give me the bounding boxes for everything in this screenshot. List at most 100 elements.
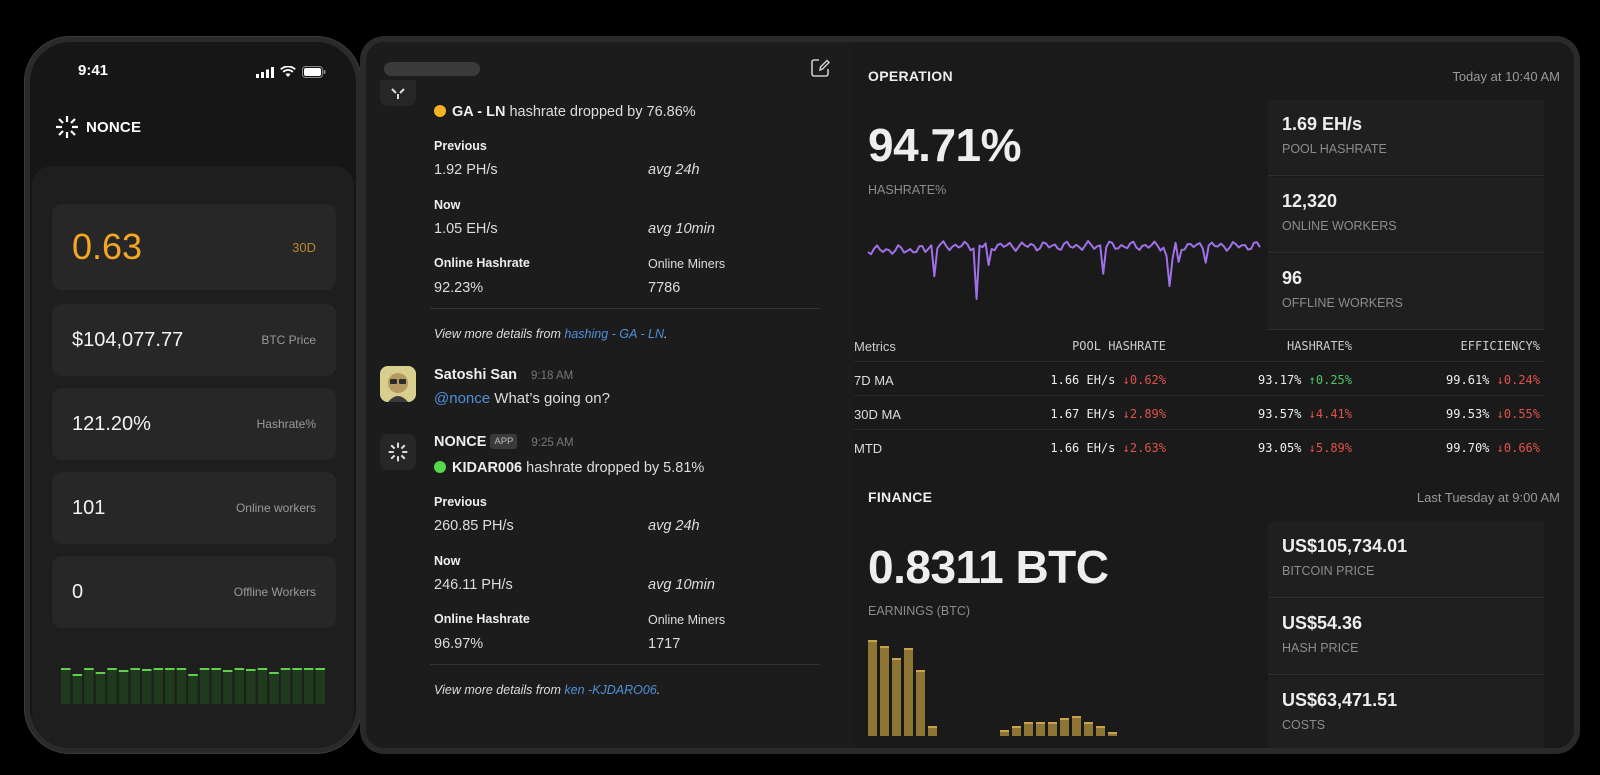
stat-label: OFFLINE WORKERS [1282,296,1403,310]
hashrate-card[interactable]: 121.20% Hashrate% [52,388,336,460]
phone-bar-cap [292,668,302,670]
nonce-logo-icon [56,116,78,138]
finance-timestamp: Last Tuesday at 9:00 AM [1416,490,1560,505]
phone-mockup: 9:41 NONCE 0.63 30D $104,077.77 [24,36,362,754]
phone-bar [95,672,106,704]
earnings-bar [916,670,925,736]
online-hashrate-label: Online Hashrate [434,612,530,626]
details-prefix: View more details from [434,327,561,341]
nonce-logo-icon [391,88,405,99]
phone-bar [107,668,117,704]
phone-bar-cap [107,668,117,670]
details-line: View more details from hashing - GA - LN… [434,327,667,341]
phone-bar-cap [61,668,71,670]
efficiency-cell: 99.61% ↓0.24% [1446,373,1540,387]
phone-bar [234,668,245,704]
operation-title: OPERATION [868,68,953,84]
now-value: 246.11 PH/s [434,577,513,593]
earnings-bar-cap [916,670,925,672]
pool-value: 1.66 EH/s [1050,373,1116,387]
phone-bar [165,668,175,704]
hashrate-cell: 93.57% ↓4.41% [1258,407,1352,421]
stat-label: BITCOIN PRICE [1282,564,1375,578]
earnings-bar-cap [1048,722,1057,724]
details-suffix: . [663,327,668,341]
now-note: avg 10min [648,577,715,593]
phone-bar [176,668,187,704]
stat-label: HASH PRICE [1282,641,1359,655]
efficiency-delta: ↓0.66% [1496,441,1540,455]
earnings-bar [1000,730,1009,736]
pool-cell: 1.67 EH/s ↓2.89% [1050,407,1166,421]
compose-icon[interactable] [810,58,830,78]
details-suffix: . [656,683,661,697]
message-time: 9:18 AM [531,370,574,382]
stat-value: 96 [1282,268,1303,288]
satoshi-avatar[interactable] [380,366,416,402]
finance-title: FINANCE [868,489,933,505]
operation-timestamp: Today at 10:40 AM [1452,69,1560,84]
worker-name: KIDAR006 [452,460,523,476]
hashrate-percent-value: 94.71% [868,119,1022,171]
card-label: Offline Workers [233,585,316,599]
alert-text: hashrate dropped by 76.86% [509,104,696,120]
stat-label: COSTS [1282,718,1326,732]
status-time: 9:41 [78,62,109,79]
pool-delta: ↓2.89% [1122,407,1166,421]
online-hashrate-value: 96.97% [434,636,484,652]
divider [430,308,820,309]
previous-label: Previous [434,495,487,509]
hashrate-percent-header: HASHRATE% [1286,339,1352,353]
btc-price-card[interactable]: $104,077.77 BTC Price [52,304,336,376]
now-label: Now [434,198,461,212]
nonce-bot-avatar[interactable] [380,434,416,470]
warning-dot-icon [434,105,446,117]
online-miners-value: 7786 [648,280,681,296]
hashrate-value: 93.05% [1258,441,1302,455]
phone-bar-cap [234,668,245,670]
online-workers-card[interactable]: 101 Online workers [52,472,336,544]
metrics-header-row: Metrics POOL HASHRATE HASHRATE% EFFICIEN… [854,328,1544,362]
phone-bar-cap [222,670,233,672]
now-value: 1.05 EH/s [434,221,498,237]
status-dot-icon [434,461,446,473]
phone-bar [292,668,302,704]
stat-label: POOL HASHRATE [1282,142,1387,156]
sender-name[interactable]: Satoshi San [434,367,517,383]
stat-value: 1.69 EH/s [1282,114,1363,134]
phone-bar [303,668,314,704]
phone-bar [315,668,325,704]
now-label: Now [434,554,461,568]
earnings-bar-cap [1072,716,1081,718]
earnings-bar [1072,716,1081,736]
phone-bar-cap [211,668,221,670]
offline-workers-stat: 96 OFFLINE WORKERS [1268,254,1544,330]
phone-bar [84,668,94,704]
details-link[interactable]: ken -KJDARO06 [564,683,657,697]
details-link[interactable]: hashing - GA - LN [564,327,664,341]
signal-icon [256,66,274,78]
phone-hashrate-bar-chart [61,668,325,704]
mention-link[interactable]: @nonce [434,390,491,407]
phone-bar [199,668,210,704]
wifi-icon [280,66,296,77]
nonce-bot-avatar[interactable] [380,80,416,106]
brand: NONCE [54,114,141,140]
sender-name[interactable]: NONCE [434,434,487,450]
battery-icon [302,66,326,78]
phone-bar [269,672,279,704]
phone-bar [118,670,129,704]
details-line: View more details from ken -KJDARO06. [434,683,660,697]
ratio-card[interactable]: 0.63 30D [52,204,336,290]
phone-bar-cap [118,670,129,672]
phone-bar-cap [153,668,164,670]
offline-workers-card[interactable]: 0 Offline Workers [52,556,336,628]
phone-bar-cap [280,668,291,670]
worker-name: GA - LN [452,104,506,120]
earnings-bar [892,658,901,736]
online-miners-label: Online Miners [648,613,726,627]
earnings-bar-cap [1036,722,1045,724]
phone-bar-cap [188,674,198,676]
metrics-header: Metrics [854,339,896,354]
earnings-bar [1096,726,1105,736]
